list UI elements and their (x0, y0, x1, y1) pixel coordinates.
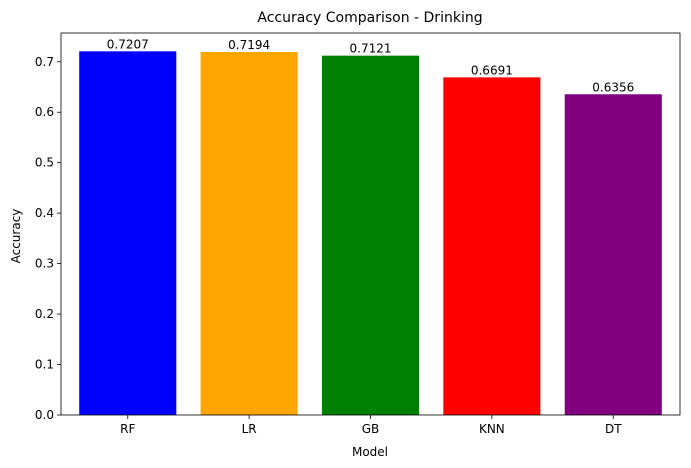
y-tick-label: 0.6 (35, 105, 54, 119)
axes-frame (60, 32, 681, 416)
bar-value-label: 0.7194 (228, 38, 270, 52)
x-tick-label: KNN (479, 422, 505, 436)
bar-lr (200, 51, 298, 415)
chart-title: Accuracy Comparison - Drinking (257, 10, 482, 26)
y-tick-label: 0.5 (35, 156, 54, 170)
plot-area: 0.7207 RF 0.7194 LR 0.7121 GB 0.6691 KNN 0.6356 D… (35, 32, 681, 436)
bar-dt (564, 94, 662, 415)
bar-value-label: 0.7207 (107, 37, 149, 51)
bar-gb (321, 55, 420, 415)
y-tick-label: 0.3 (35, 257, 54, 271)
bar-value-label: 0.6691 (471, 63, 513, 77)
y-tick-label: 0.0 (35, 408, 54, 422)
bar-knn (443, 77, 541, 416)
bar-rf (79, 51, 177, 415)
x-axis-label: Model (352, 445, 388, 459)
y-tick-label: 0.4 (35, 206, 54, 220)
x-tick-label: RF (120, 422, 135, 436)
y-tick-label: 0.7 (35, 55, 54, 69)
bar-value-label: 0.7121 (350, 42, 392, 56)
x-tick-label: DT (605, 422, 622, 436)
x-tick-label: LR (242, 422, 257, 436)
y-axis-label: Accuracy (9, 209, 23, 264)
y-tick-label: 0.1 (35, 358, 54, 372)
y-tick-label: 0.2 (35, 307, 54, 321)
x-tick-label: GB (362, 422, 380, 436)
bar-value-label: 0.6356 (592, 80, 634, 94)
